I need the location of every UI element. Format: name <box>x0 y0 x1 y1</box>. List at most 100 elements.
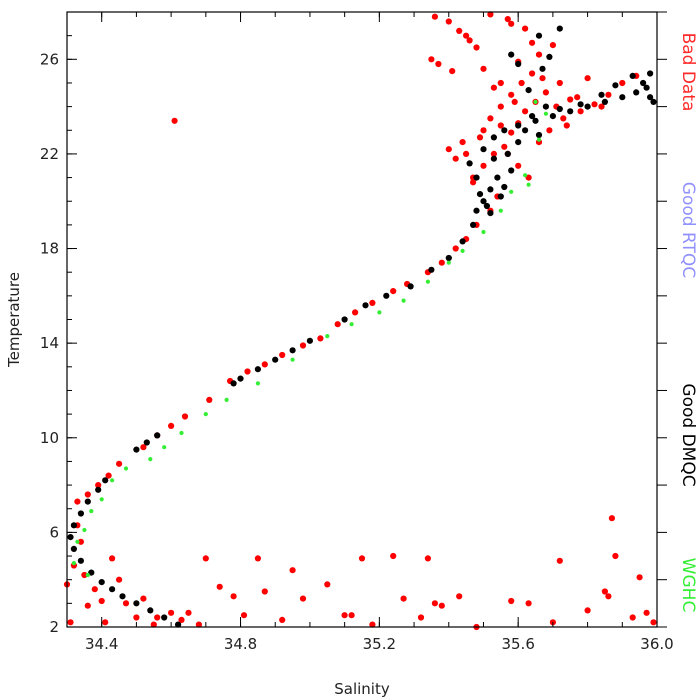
data-point <box>619 79 626 87</box>
data-point <box>470 221 477 228</box>
data-point <box>77 557 84 564</box>
data-point <box>161 614 168 621</box>
data-point <box>82 527 87 533</box>
data-point <box>608 515 616 522</box>
data-point <box>556 79 563 87</box>
data-point <box>334 321 341 328</box>
data-point <box>147 607 154 614</box>
x-tick-label: 36.0 <box>640 635 673 653</box>
data-point <box>435 60 442 68</box>
data-point <box>383 292 390 299</box>
data-point <box>349 322 354 327</box>
data-point <box>401 298 406 303</box>
data-point <box>202 555 209 562</box>
y-tick-label: 22 <box>40 145 59 163</box>
data-point <box>88 569 95 576</box>
data-point <box>254 555 261 562</box>
data-point <box>473 44 480 51</box>
data-point <box>543 111 549 116</box>
data-point <box>574 94 581 101</box>
data-point <box>605 91 612 98</box>
data-point <box>549 113 557 120</box>
data-point <box>508 129 515 136</box>
data-point <box>515 122 522 129</box>
data-point <box>647 70 654 77</box>
data-point <box>140 595 147 602</box>
data-point <box>481 229 486 235</box>
data-point <box>224 397 229 402</box>
data-point <box>407 283 414 290</box>
data-point <box>279 616 286 624</box>
data-point <box>529 113 536 120</box>
data-point <box>598 103 605 110</box>
data-point <box>532 117 539 124</box>
data-point <box>261 361 268 368</box>
data-point <box>358 555 366 562</box>
data-point <box>640 79 647 87</box>
data-point <box>195 621 202 628</box>
data-point <box>122 600 130 607</box>
data-point <box>577 108 584 115</box>
y-axis-title: Temperature <box>5 272 23 368</box>
data-point <box>237 375 244 382</box>
data-point <box>483 202 490 210</box>
data-point <box>498 208 503 213</box>
data-point <box>497 103 504 110</box>
data-point <box>511 98 518 105</box>
data-point <box>91 586 98 593</box>
data-point <box>428 56 435 63</box>
data-point <box>289 567 296 574</box>
data-point <box>612 82 619 89</box>
data-point <box>480 65 487 72</box>
data-point <box>601 98 609 105</box>
data-point <box>74 498 81 505</box>
data-point <box>515 139 522 146</box>
data-point <box>140 444 147 451</box>
data-point <box>84 602 91 609</box>
data-point <box>501 143 508 150</box>
data-point <box>539 65 546 72</box>
data-point <box>490 150 497 157</box>
data-point <box>636 574 643 581</box>
data-point <box>438 259 445 266</box>
data-point <box>556 105 563 113</box>
data-point <box>529 39 536 46</box>
data-point <box>272 356 279 363</box>
data-point <box>643 609 650 616</box>
data-point <box>230 593 237 600</box>
data-point <box>369 299 376 306</box>
data-point <box>84 491 91 498</box>
data-point <box>480 198 487 205</box>
data-point <box>77 538 84 545</box>
data-point <box>629 614 636 621</box>
data-point <box>508 167 515 174</box>
data-point <box>417 614 425 621</box>
data-point <box>98 579 105 586</box>
data-point <box>490 134 497 141</box>
data-point <box>109 586 116 593</box>
legend-entry: WGHC <box>678 558 698 613</box>
data-point <box>509 189 514 194</box>
data-point <box>567 108 574 115</box>
data-point <box>456 593 463 600</box>
data-point <box>67 619 74 626</box>
data-point <box>523 173 528 178</box>
points-layer <box>63 11 657 631</box>
data-point <box>148 457 153 462</box>
data-point <box>105 472 112 479</box>
data-point <box>567 96 574 103</box>
data-point <box>98 597 105 605</box>
data-point <box>85 572 90 578</box>
data-point <box>452 155 459 162</box>
data-point <box>154 432 161 439</box>
data-point <box>185 609 192 616</box>
data-point <box>109 555 116 562</box>
data-point <box>279 351 286 359</box>
data-point <box>203 412 208 417</box>
data-point <box>133 446 140 453</box>
data-point <box>325 334 330 339</box>
data-point <box>181 413 189 420</box>
y-tick-label: 14 <box>40 334 59 352</box>
data-point <box>89 509 94 514</box>
